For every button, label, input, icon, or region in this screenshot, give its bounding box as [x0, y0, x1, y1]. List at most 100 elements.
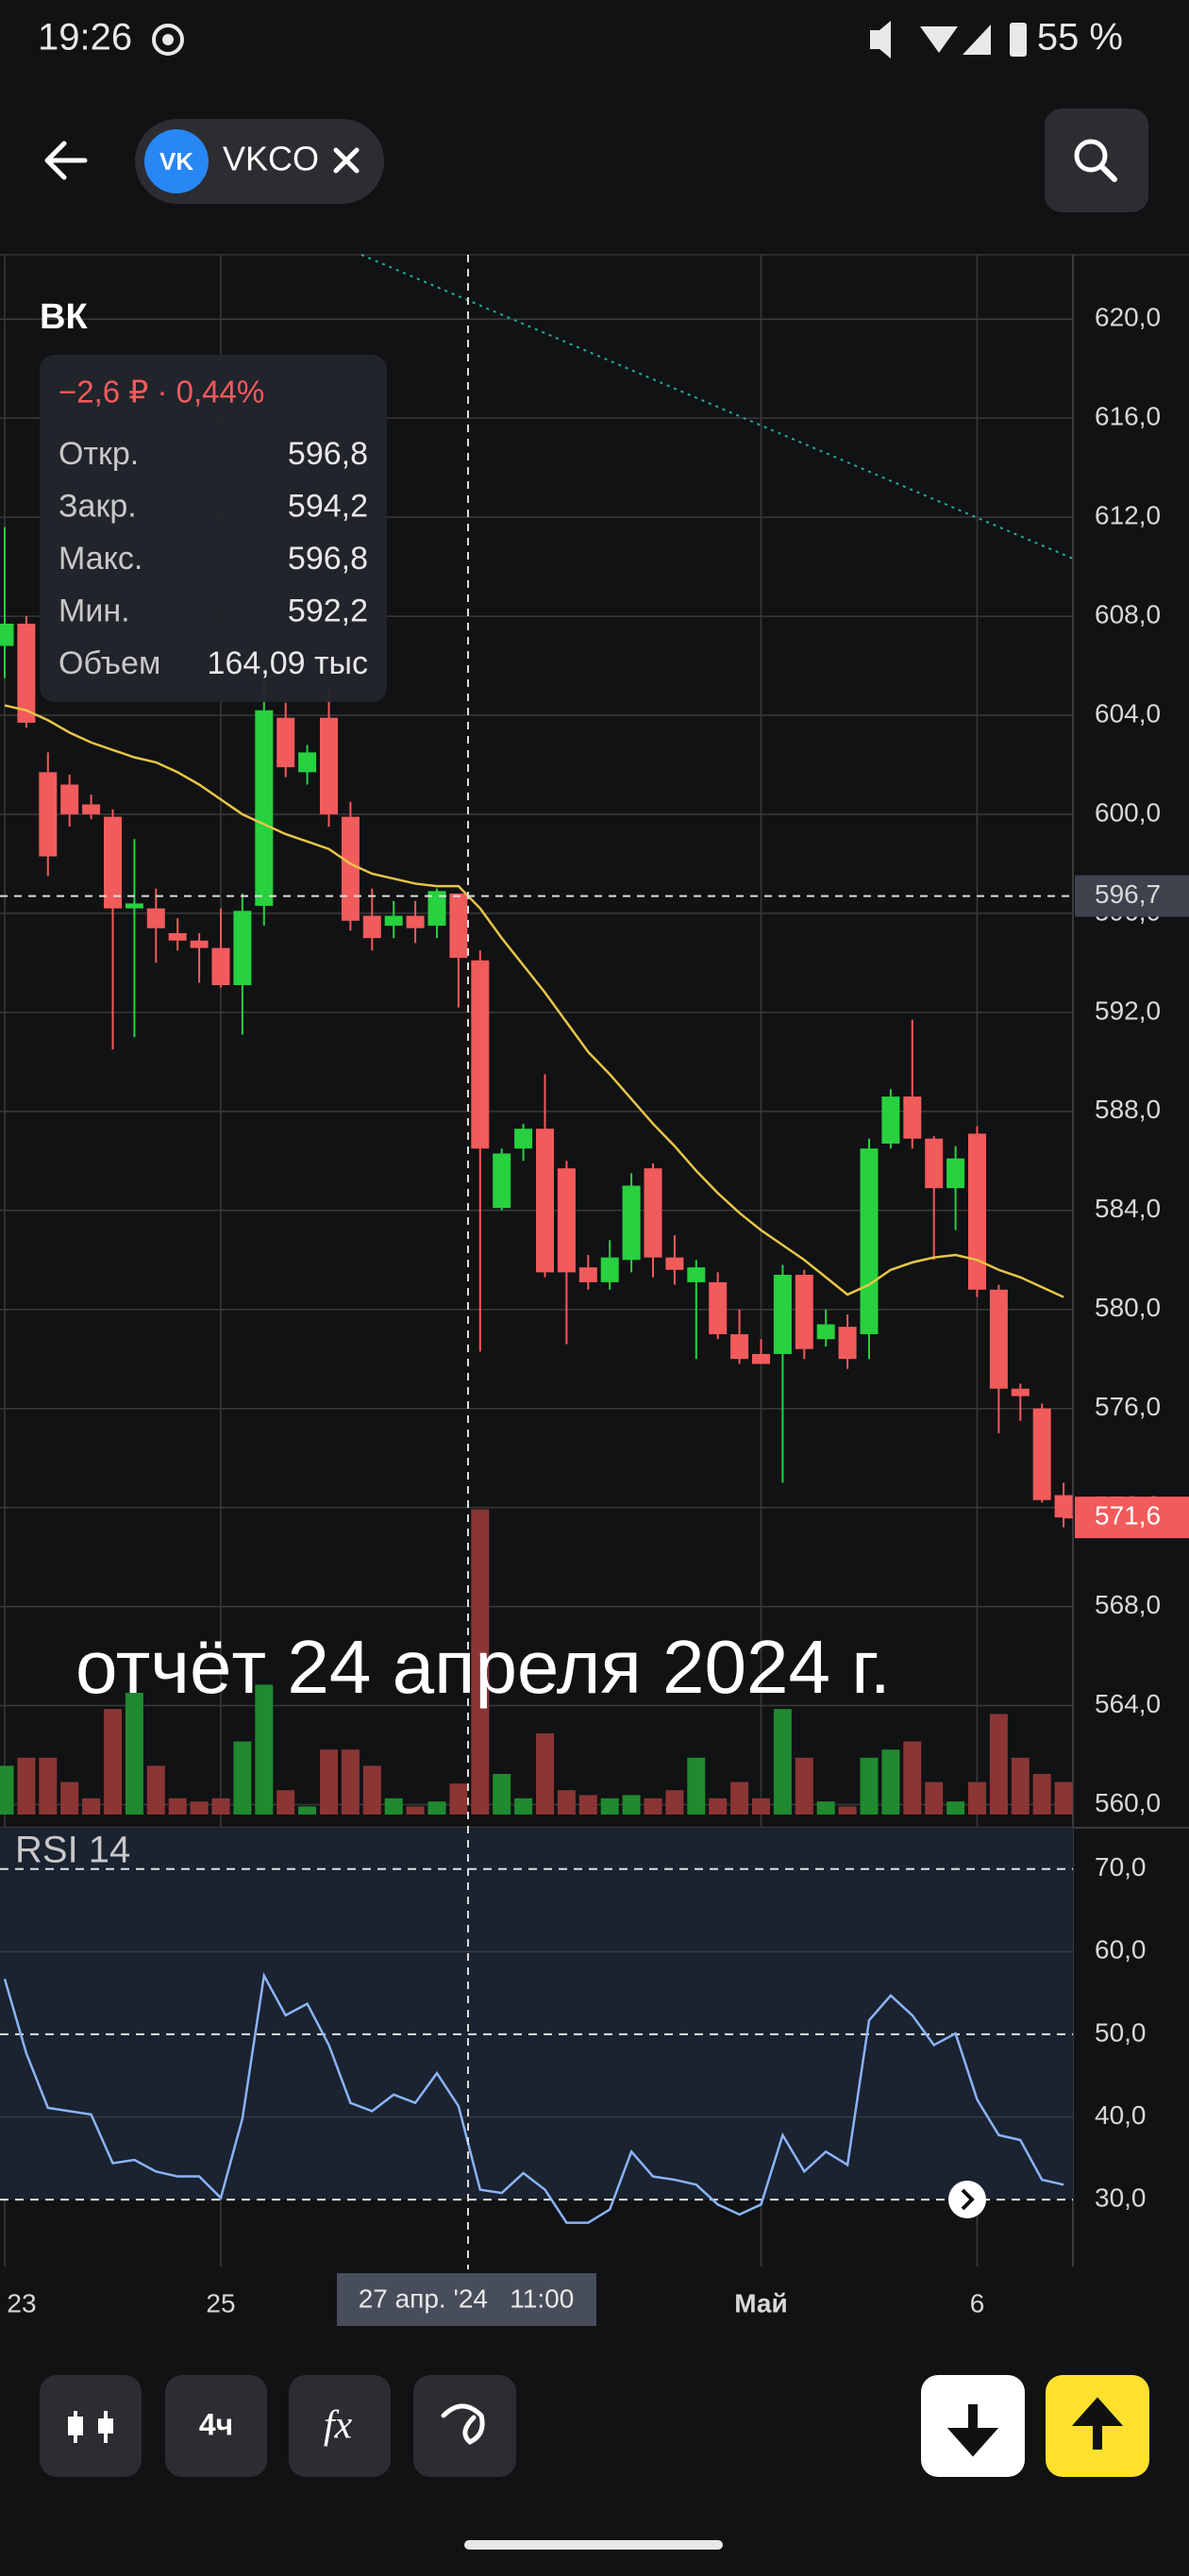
chart-title: ВК [40, 297, 88, 337]
candle-body [39, 772, 58, 857]
plot: 620,0616,0612,0608,0604,0600,0596,0592,0… [0, 255, 1189, 2317]
interval-button[interactable] [165, 2375, 267, 2477]
sell-icon [946, 2404, 999, 2457]
ticker: VKCO [223, 140, 319, 178]
candle-body [1032, 1408, 1051, 1500]
y-tick-label: 60,0 [1095, 1935, 1147, 1965]
volume-bar [687, 1757, 706, 1815]
candle-body [622, 1185, 641, 1261]
y-tick-label: 588,0 [1095, 1095, 1161, 1124]
candle-body [125, 903, 143, 909]
crosshair-time-label: 27 апр. '24 11:00 [359, 2283, 575, 2313]
scroll-right-button[interactable] [948, 2181, 986, 2218]
volume-bar [255, 1684, 274, 1815]
candle-body [838, 1327, 857, 1360]
status-icon [152, 24, 184, 56]
search-icon [1074, 139, 1108, 173]
tooltip-row-value: 594,2 [288, 488, 368, 524]
candle-body [233, 911, 252, 986]
y-tick-label: 70,0 [1095, 1852, 1147, 1882]
candles-icon [68, 2417, 83, 2435]
volume-bar [362, 1765, 381, 1815]
y-tick-label: 620,0 [1095, 303, 1161, 332]
candle-body [341, 816, 360, 921]
y-tick-label: 50,0 [1095, 2017, 1147, 2047]
candle-body [709, 1281, 728, 1334]
y-tick-label: 40,0 [1095, 2100, 1147, 2130]
y-tick-label: 560,0 [1095, 1788, 1161, 1817]
status-time: 19:26 [38, 17, 132, 59]
home-indicator [464, 2540, 723, 2550]
volume-bar [493, 1774, 511, 1815]
last-price-label: 571,6 [1095, 1501, 1161, 1531]
indicators-icon: fx [324, 2404, 353, 2448]
rsi-line [3, 1971, 1064, 2224]
candle-body [255, 710, 274, 907]
volume-bar [449, 1783, 468, 1815]
signal-icon [963, 25, 991, 55]
x-tick-label: 23 [7, 2288, 36, 2317]
candle-body [471, 960, 490, 1149]
crosshair-time-box [337, 2273, 596, 2326]
y-tick-label: 612,0 [1095, 501, 1161, 530]
candle-body [687, 1267, 706, 1282]
close-chip[interactable] [333, 147, 360, 174]
candle-body [190, 940, 209, 948]
candle-body [903, 1096, 922, 1139]
volume-bar [60, 1781, 79, 1815]
y-tick-label: 30,0 [1095, 2183, 1147, 2212]
tooltip-row-value: 164,09 тыс [208, 645, 368, 681]
candle-body [449, 893, 468, 959]
candle-body [168, 932, 187, 941]
candle-body [276, 717, 295, 768]
volume-bar [881, 1749, 900, 1815]
tooltip-row-label: Закр. [59, 488, 137, 524]
volume-bar [125, 1693, 143, 1815]
volume-bar [665, 1790, 684, 1815]
tooltip-row-value: 596,8 [288, 436, 368, 472]
volume-bar [622, 1795, 641, 1815]
candle-body [752, 1353, 770, 1364]
volume-bar [146, 1765, 165, 1815]
drawing-icon [441, 2403, 485, 2445]
y-tick-label: 584,0 [1095, 1194, 1161, 1223]
candle-body [514, 1129, 533, 1149]
indicators-button[interactable] [289, 2375, 391, 2477]
candle-body [493, 1153, 511, 1209]
tooltip-row-label: Откр. [59, 436, 139, 472]
annotation: отчёт 24 апреля 2024 г. [75, 1625, 891, 1709]
candle-body [146, 908, 165, 928]
search-button[interactable] [1045, 109, 1148, 212]
candle-body [881, 1096, 900, 1144]
y-tick-label: 564,0 [1095, 1689, 1161, 1718]
crosshair-price-box [1075, 875, 1189, 917]
trend-line [360, 254, 1074, 560]
volume-bar [1054, 1781, 1073, 1815]
candle-body [557, 1168, 576, 1273]
volume-bar [536, 1733, 554, 1815]
overlay: 596,7 571,6 27 апр. '24 11:00 отчёт 24 апре… [0, 255, 1189, 2326]
tooltip-row-value: 592,2 [288, 593, 368, 628]
candle-body [665, 1257, 684, 1270]
chart-type-button[interactable] [40, 2375, 142, 2477]
volume-bar [600, 1798, 619, 1815]
mute-icon [870, 21, 891, 59]
x-tick-label: 25 [206, 2288, 235, 2317]
status-icon [162, 34, 174, 45]
volume-bar [17, 1757, 36, 1815]
volume-bar [82, 1798, 101, 1815]
volume-bar [709, 1798, 728, 1815]
moving-average [4, 704, 1064, 1298]
y-tick-label: 580,0 [1095, 1293, 1161, 1322]
candle-body [644, 1168, 662, 1258]
interval-label: 4ч [199, 2407, 233, 2441]
candles-icon [98, 2418, 113, 2434]
last-price-box [1075, 1497, 1189, 1539]
back-button[interactable] [44, 141, 88, 180]
volume-bar [946, 1801, 965, 1815]
wifi-icon [920, 26, 958, 53]
candle-body [578, 1267, 597, 1282]
volume-bar [795, 1757, 813, 1815]
